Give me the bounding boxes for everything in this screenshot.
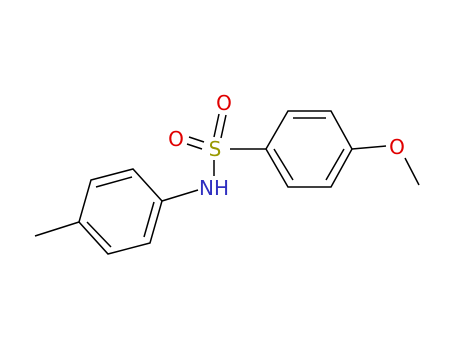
bond <box>34 221 80 237</box>
ring <box>78 168 163 255</box>
atom-label: NH <box>199 176 229 200</box>
inner-bond <box>273 148 294 181</box>
bonds <box>34 110 420 255</box>
atom-label: O <box>389 135 405 159</box>
inner-bond <box>325 148 345 181</box>
double-bond <box>213 113 220 138</box>
bond <box>404 157 420 186</box>
bond <box>161 189 199 202</box>
atom-label: O <box>216 91 232 115</box>
double-bond <box>186 143 203 150</box>
atom-label: O <box>168 127 184 151</box>
double-bond <box>220 114 227 139</box>
bond <box>351 145 387 150</box>
inner-bond <box>143 201 155 238</box>
inner-bond <box>95 176 133 188</box>
inner-bond <box>86 221 112 248</box>
atom-label: S <box>209 137 222 161</box>
ring <box>265 110 353 188</box>
double-bond <box>188 136 205 143</box>
